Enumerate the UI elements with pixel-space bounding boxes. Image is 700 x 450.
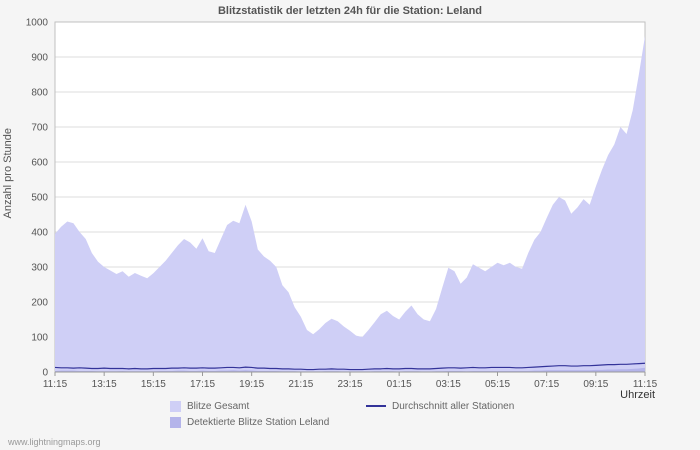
svg-text:11:15: 11:15 bbox=[43, 379, 68, 390]
chart-title: Blitzstatistik der letzten 24h für die S… bbox=[217, 5, 483, 17]
x-axis-title: Uhrzeit bbox=[620, 389, 655, 401]
legend-secondary: Durchschnitt aller Stationen bbox=[366, 398, 514, 414]
svg-text:300: 300 bbox=[31, 263, 48, 274]
svg-text:15:15: 15:15 bbox=[141, 379, 166, 390]
svg-text:23:15: 23:15 bbox=[337, 379, 362, 390]
svg-text:200: 200 bbox=[31, 298, 48, 309]
svg-text:21:15: 21:15 bbox=[288, 379, 313, 390]
svg-text:03:15: 03:15 bbox=[436, 379, 461, 390]
legend: Blitze Gesamt Detektierte Blitze Station… bbox=[170, 398, 329, 430]
svg-text:500: 500 bbox=[31, 193, 48, 204]
watermark: www.lightningmaps.org bbox=[8, 437, 101, 447]
legend-item-durchschnitt: Durchschnitt aller Stationen bbox=[366, 398, 514, 414]
svg-text:700: 700 bbox=[31, 123, 48, 134]
svg-text:400: 400 bbox=[31, 228, 48, 239]
svg-text:1000: 1000 bbox=[26, 18, 49, 29]
svg-text:600: 600 bbox=[31, 158, 48, 169]
legend-item-detektiert: Detektierte Blitze Station Leland bbox=[170, 414, 329, 430]
legend-label-gesamt: Blitze Gesamt bbox=[187, 400, 250, 412]
svg-text:07:15: 07:15 bbox=[534, 379, 559, 390]
legend-item-gesamt: Blitze Gesamt bbox=[170, 398, 329, 414]
svg-text:11:15: 11:15 bbox=[633, 379, 658, 390]
legend-swatch-gesamt bbox=[170, 400, 181, 412]
legend-label-detektiert: Detektierte Blitze Station Leland bbox=[187, 416, 330, 428]
legend-label-durchschnitt: Durchschnitt aller Stationen bbox=[392, 400, 515, 412]
svg-text:100: 100 bbox=[31, 333, 48, 344]
svg-text:13:15: 13:15 bbox=[92, 379, 117, 390]
legend-line-swatch bbox=[366, 405, 386, 407]
legend-swatch-detektiert bbox=[170, 416, 181, 428]
svg-text:900: 900 bbox=[31, 53, 48, 64]
svg-text:0: 0 bbox=[42, 368, 48, 379]
svg-text:19:15: 19:15 bbox=[239, 379, 264, 390]
svg-text:09:15: 09:15 bbox=[583, 379, 608, 390]
svg-text:800: 800 bbox=[31, 88, 48, 99]
svg-text:05:15: 05:15 bbox=[485, 379, 510, 390]
svg-text:17:15: 17:15 bbox=[190, 379, 215, 390]
svg-text:01:15: 01:15 bbox=[387, 379, 412, 390]
